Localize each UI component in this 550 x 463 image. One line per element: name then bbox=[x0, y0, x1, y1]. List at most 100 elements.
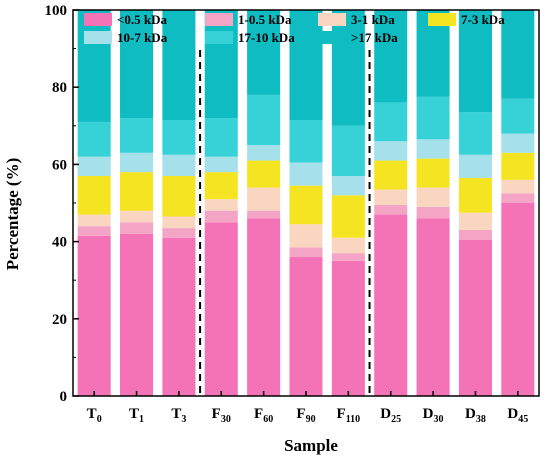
bar-segment-f60-series-0 bbox=[247, 218, 281, 396]
legend-swatch bbox=[318, 31, 346, 44]
bar-segment-d30-series-3 bbox=[416, 158, 450, 188]
bar-segment-t0-series-3 bbox=[77, 175, 111, 215]
y-tick-label: 20 bbox=[52, 312, 67, 328]
legend-swatch bbox=[318, 13, 346, 26]
bar-segment-d38-series-0 bbox=[458, 239, 492, 396]
bar-segment-f60-series-4 bbox=[247, 145, 281, 161]
bar-segment-d25-series-6 bbox=[374, 10, 408, 103]
bar-segment-t1-series-3 bbox=[120, 172, 154, 211]
bar-segment-f30-series-6 bbox=[204, 10, 238, 119]
bar-segment-f110-series-1 bbox=[331, 253, 365, 261]
bar-segment-f30-series-3 bbox=[204, 172, 238, 200]
bar-segment-f60-series-5 bbox=[247, 94, 281, 146]
bar-segment-d30-series-1 bbox=[416, 206, 450, 219]
legend-swatch bbox=[84, 13, 112, 26]
bar-segment-f110-series-4 bbox=[331, 175, 365, 196]
bar-segment-t1-series-4 bbox=[120, 152, 154, 173]
x-tick-label: D45 bbox=[507, 406, 528, 425]
bar-segment-f30-series-2 bbox=[204, 199, 238, 211]
legend-swatch bbox=[428, 13, 456, 26]
x-tick-label: T1 bbox=[129, 406, 144, 425]
bar-segment-f110-series-5 bbox=[331, 125, 365, 176]
bar-segment-d25-series-1 bbox=[374, 204, 408, 215]
x-tick-label: D25 bbox=[380, 406, 401, 425]
bar-segment-d45-series-6 bbox=[501, 10, 535, 99]
bar-segment-f60-series-6 bbox=[247, 10, 281, 95]
bar-segment-t1-series-6 bbox=[120, 10, 154, 119]
legend-label: 3-1 kDa bbox=[351, 12, 395, 27]
bar-segment-t0-series-5 bbox=[77, 121, 111, 157]
bar-segment-f30-series-4 bbox=[204, 156, 238, 173]
bar-segment-d38-series-5 bbox=[458, 112, 492, 155]
bar-segment-f110-series-6 bbox=[331, 10, 365, 126]
bar-segment-d25-series-4 bbox=[374, 141, 408, 161]
group-separators bbox=[199, 50, 371, 396]
bar-segment-d38-series-4 bbox=[458, 154, 492, 178]
bars-layer bbox=[77, 10, 535, 396]
bar-segment-d45-series-2 bbox=[501, 179, 535, 194]
legend-swatch bbox=[84, 31, 112, 44]
bar-segment-t0-series-0 bbox=[77, 235, 111, 396]
x-tick-label: D38 bbox=[465, 406, 486, 425]
bar-segment-d30-series-5 bbox=[416, 96, 450, 140]
bar-segment-d45-series-5 bbox=[501, 98, 535, 134]
legend-label: 10-7 kDa bbox=[117, 30, 168, 45]
y-axis-title: Percentage (%) bbox=[3, 158, 22, 271]
bar-segment-d38-series-2 bbox=[458, 212, 492, 231]
bar-segment-f90-series-5 bbox=[289, 120, 323, 163]
bar-segment-d45-series-4 bbox=[501, 133, 535, 153]
x-axis-ticks: T0 T1 T3 F30 F60 F90 F110 D25 D30 D38 D45 bbox=[87, 391, 528, 425]
bar-segment-f30-series-0 bbox=[204, 222, 238, 396]
bar-segment-t3-series-5 bbox=[162, 120, 196, 155]
x-tick-label: T0 bbox=[87, 406, 102, 425]
bar-segment-f110-series-3 bbox=[331, 195, 365, 238]
legend-label: >17 kDa bbox=[351, 30, 398, 45]
y-tick-label: 80 bbox=[52, 80, 67, 96]
x-tick-label: F110 bbox=[337, 406, 361, 425]
bar-segment-t0-series-4 bbox=[77, 156, 111, 176]
bar-segment-t0-series-1 bbox=[77, 226, 111, 236]
x-tick-label: F90 bbox=[296, 406, 315, 425]
bar-segment-t0-series-2 bbox=[77, 214, 111, 227]
legend-label: 1-0.5 kDa bbox=[238, 12, 292, 27]
bar-segment-t0-series-6 bbox=[77, 10, 111, 122]
bar-segment-f90-series-4 bbox=[289, 162, 323, 186]
bar-segment-f60-series-3 bbox=[247, 160, 281, 188]
bar-segment-d45-series-1 bbox=[501, 193, 535, 203]
legend-swatch bbox=[205, 31, 233, 44]
bar-segment-f90-series-6 bbox=[289, 10, 323, 121]
y-tick-label: 60 bbox=[52, 157, 67, 173]
legend-swatch bbox=[205, 13, 233, 26]
bar-segment-f90-series-3 bbox=[289, 185, 323, 225]
legend-label: 7-3 kDa bbox=[461, 12, 505, 27]
bar-segment-f90-series-1 bbox=[289, 247, 323, 258]
bar-segment-d30-series-0 bbox=[416, 218, 450, 396]
bar-segment-t1-series-1 bbox=[120, 222, 154, 234]
bar-segment-f90-series-0 bbox=[289, 257, 323, 396]
bar-segment-t3-series-2 bbox=[162, 216, 196, 229]
y-axis-ticks: 0 20 40 60 80 100 bbox=[45, 3, 79, 405]
bar-segment-f90-series-2 bbox=[289, 224, 323, 248]
x-tick-label: F30 bbox=[212, 406, 231, 425]
bar-segment-d45-series-3 bbox=[501, 152, 535, 180]
legend-label: <0.5 kDa bbox=[117, 12, 168, 27]
y-tick-label: 100 bbox=[45, 3, 68, 19]
bar-segment-f110-series-0 bbox=[331, 260, 365, 396]
x-tick-label: F60 bbox=[254, 406, 273, 425]
bar-segment-d25-series-0 bbox=[374, 214, 408, 396]
legend-label: 17-10 kDa bbox=[238, 30, 295, 45]
bar-segment-f30-series-1 bbox=[204, 210, 238, 223]
y-tick-label: 40 bbox=[52, 235, 67, 251]
bar-segment-d38-series-1 bbox=[458, 230, 492, 240]
bar-segment-t3-series-6 bbox=[162, 10, 196, 121]
x-axis-title: Sample bbox=[284, 436, 338, 455]
bar-segment-d38-series-6 bbox=[458, 10, 492, 113]
x-tick-label: D30 bbox=[423, 406, 444, 425]
bar-segment-f60-series-1 bbox=[247, 210, 281, 219]
bar-segment-d25-series-2 bbox=[374, 189, 408, 205]
x-tick-label: T3 bbox=[171, 406, 186, 425]
bar-segment-d38-series-3 bbox=[458, 177, 492, 213]
bar-segment-f60-series-2 bbox=[247, 187, 281, 211]
bar-segment-t3-series-4 bbox=[162, 154, 196, 176]
